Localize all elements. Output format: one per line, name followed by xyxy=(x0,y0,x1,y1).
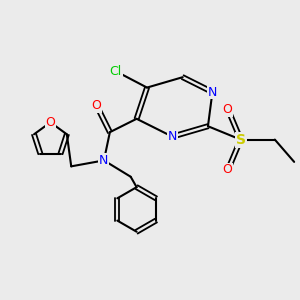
Text: N: N xyxy=(168,130,177,143)
Text: Cl: Cl xyxy=(110,65,122,78)
Text: S: S xyxy=(236,133,246,147)
Text: N: N xyxy=(99,154,109,167)
Text: N: N xyxy=(208,85,217,98)
Text: O: O xyxy=(92,99,101,112)
Text: O: O xyxy=(222,103,232,116)
Text: O: O xyxy=(222,164,232,176)
Text: O: O xyxy=(46,116,56,129)
